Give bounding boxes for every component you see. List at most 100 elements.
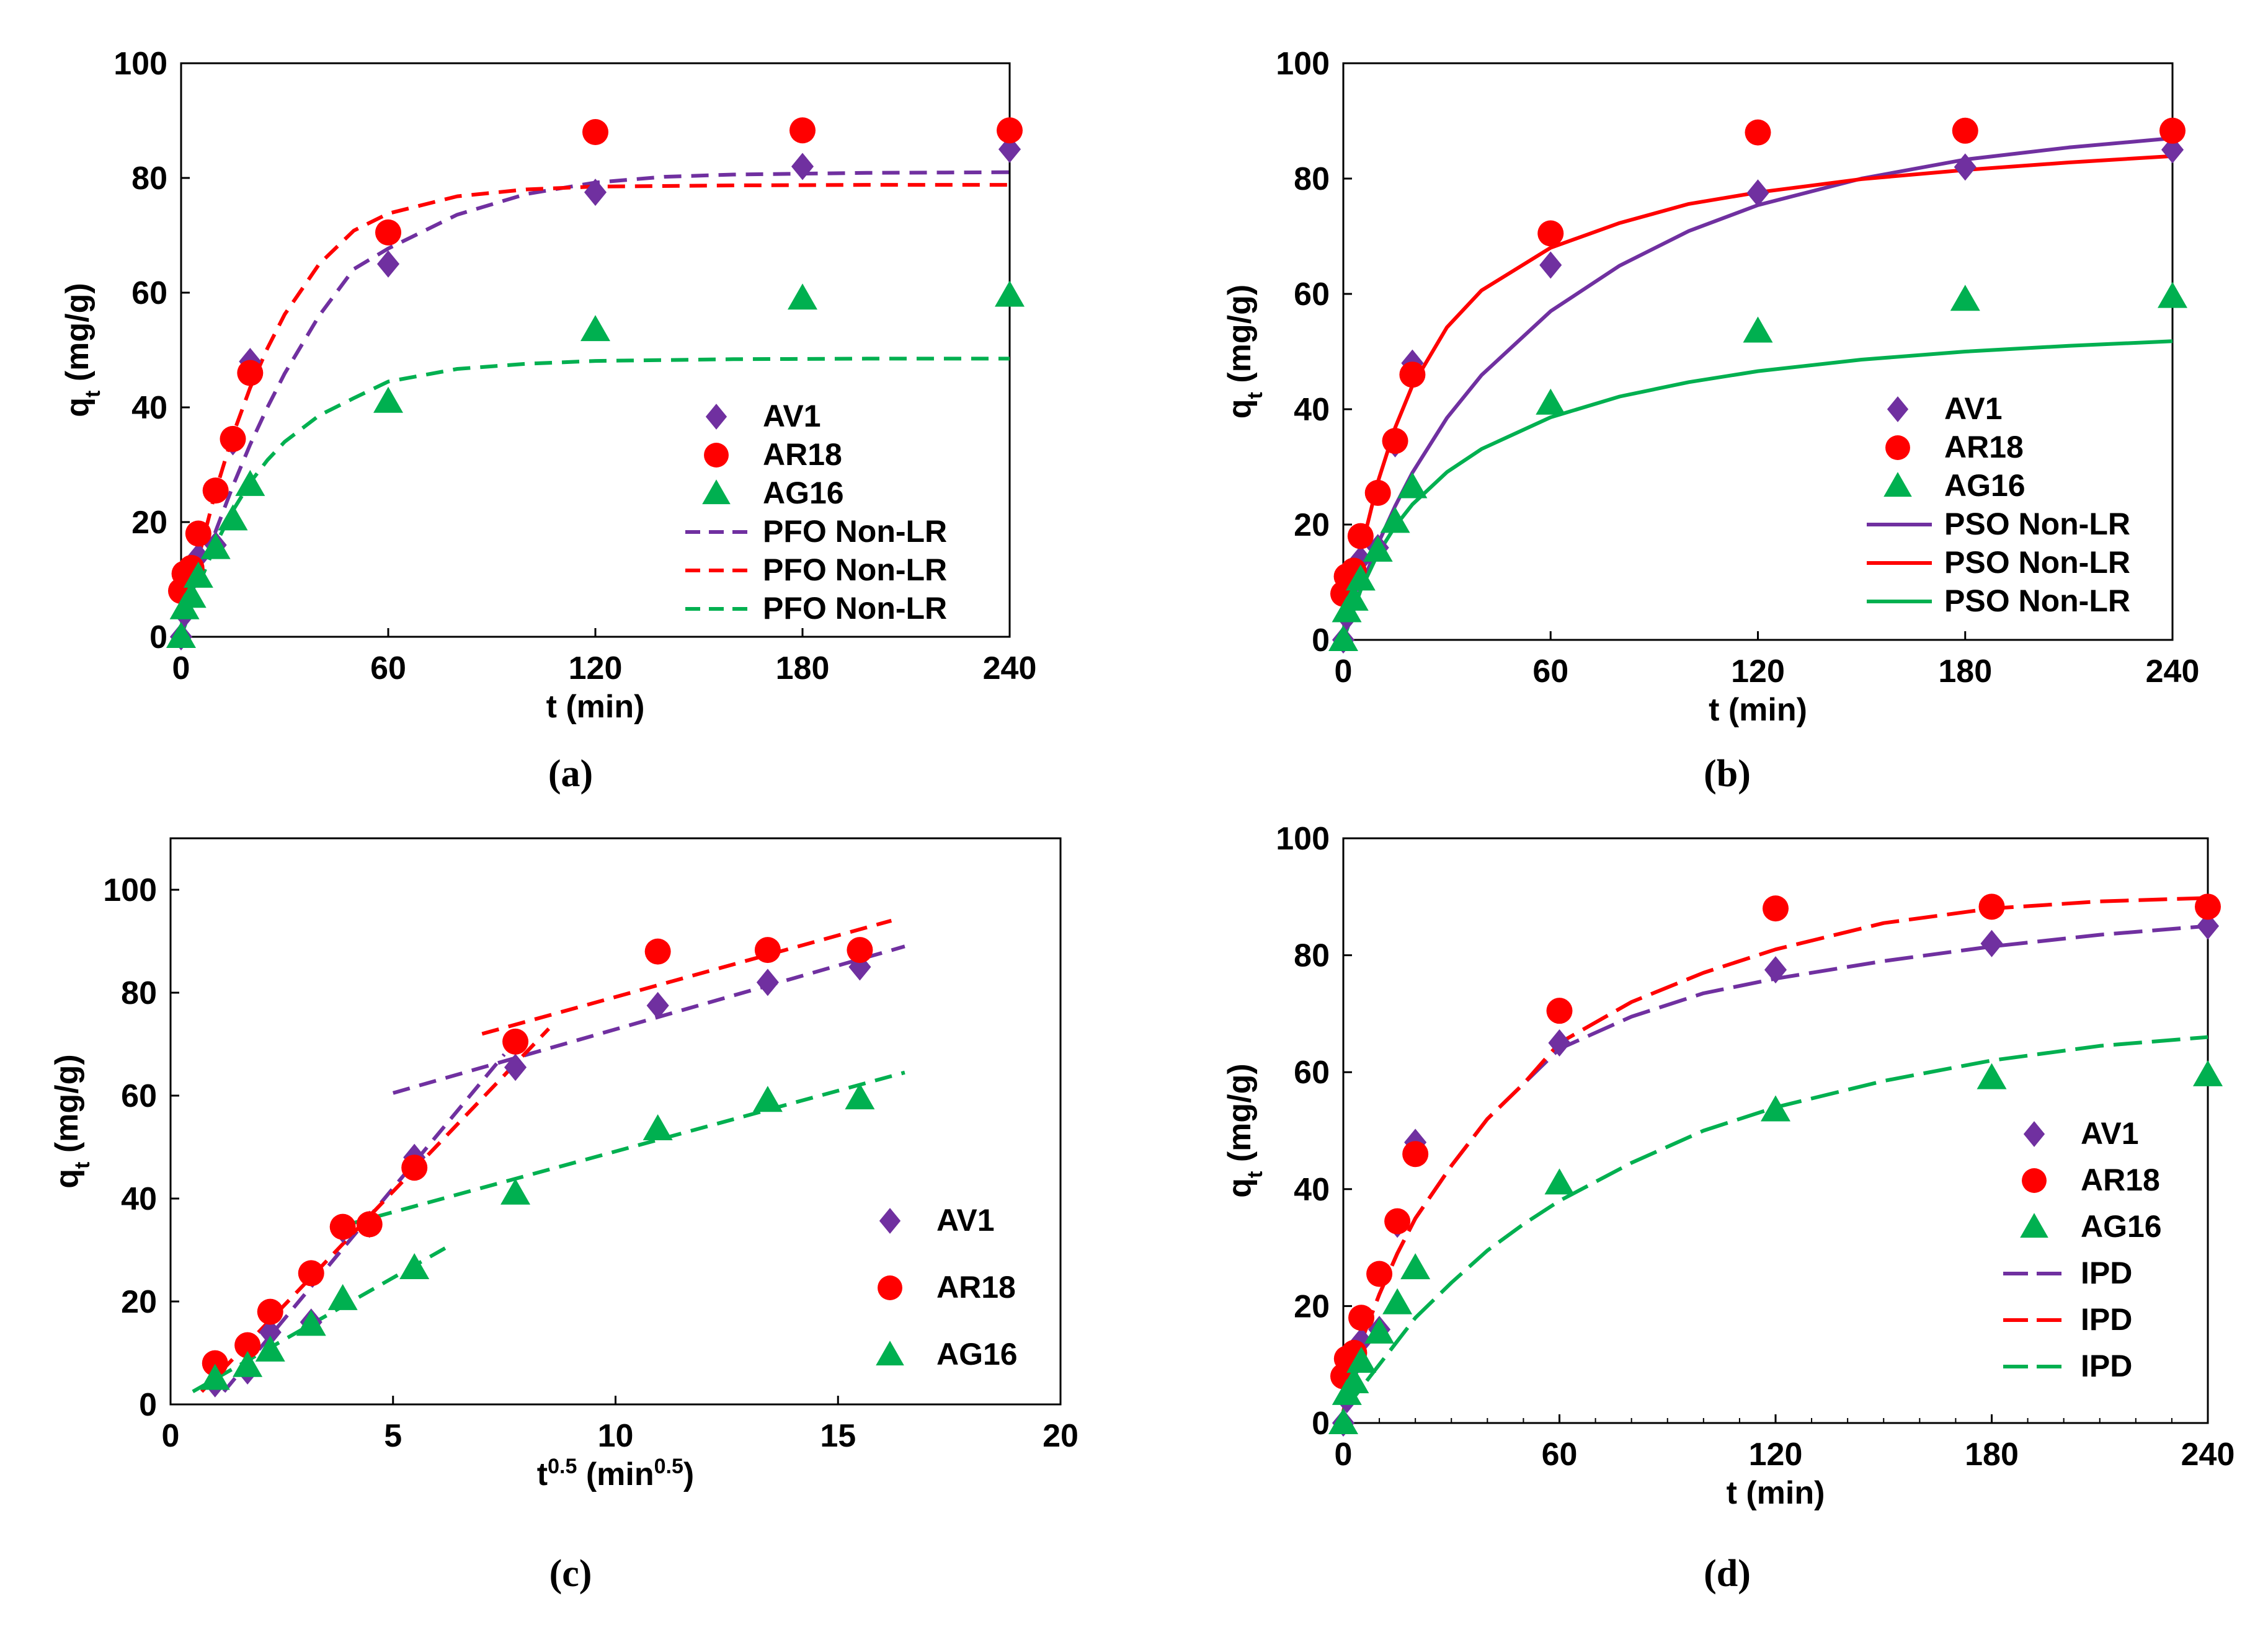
axis-label-part: q (1222, 1178, 1258, 1198)
data-point-av1 (1746, 179, 1769, 207)
legend-label: IPD (2081, 1256, 2132, 1290)
data-point-ar18 (185, 520, 211, 547)
chart-panel-b: 0 60 120 180 240 0 20 40 60 80 100 t (min) qt (mg/g)… (1222, 46, 2199, 795)
series-line-pfo-non-lr (179, 183, 1010, 637)
data-point-ag16 (1339, 1367, 1369, 1393)
data-point-ar18 (2195, 893, 2221, 920)
x-tick-label: 180 (1938, 654, 1992, 689)
data-point-ar18 (356, 1211, 383, 1238)
axis-label-part: (mg/g) (1222, 1063, 1258, 1171)
data-point-av1 (646, 991, 669, 1019)
y-tick-label: 0 (1312, 623, 1330, 658)
data-point-ag16 (327, 1283, 358, 1310)
data-point-ar18 (1537, 220, 1564, 247)
data-point-ar18 (1347, 523, 1374, 549)
data-point-ar18 (502, 1028, 529, 1055)
x-tick-label: 0 (172, 650, 190, 686)
x-tick-label: 180 (1965, 1437, 2019, 1473)
series-line-ar18-fit-1 (200, 1027, 551, 1393)
legend-label: AV1 (763, 399, 821, 433)
data-point-ar18 (997, 117, 1023, 144)
data-point-ag16 (1328, 625, 1358, 651)
data-point-ar18 (1382, 428, 1408, 454)
y-tick-label: 100 (103, 872, 157, 908)
legend-label: IPD (2081, 1349, 2132, 1383)
x-tick-label: 240 (2181, 1437, 2235, 1473)
data-point-ar18 (789, 117, 816, 144)
legend-symbol-ag16 (876, 1341, 904, 1366)
chart-panel-a: 0 60 120 180 240 0 20 40 60 80 100 t (min) qt (mg/g)… (60, 46, 1036, 795)
legend-symbol-av1 (1887, 396, 1909, 422)
x-tick-label: 0 (1335, 654, 1353, 689)
legend-symbol-ar18 (2022, 1168, 2047, 1193)
data-point-av1 (259, 1318, 282, 1346)
data-point-ar18 (1364, 479, 1391, 506)
data-point-ag16 (176, 582, 207, 608)
series-line-ipd (1341, 1035, 2208, 1412)
legend-label: AV1 (1944, 391, 2003, 426)
y-axis-label: qt (mg/g) (1222, 1063, 1267, 1197)
legend-symbol-ag16 (1883, 472, 1912, 497)
legend: AV1 AR18 AG16 IPD IPD IPD (2003, 1116, 2162, 1383)
axis-label-part: 0.5 (654, 1455, 683, 1478)
legend-symbol-ar18 (704, 443, 729, 468)
data-point-ar18 (1384, 1208, 1411, 1235)
legend-label: AV1 (2081, 1116, 2139, 1151)
data-point-ar18 (375, 219, 401, 246)
y-axis-label: qt (mg/g) (60, 283, 105, 417)
data-point-ar18 (401, 1155, 428, 1181)
data-point-av1 (376, 250, 400, 278)
data-point-ag16 (200, 1363, 230, 1390)
data-point-ag16 (373, 386, 403, 413)
data-point-ar18 (1952, 117, 1978, 144)
data-point-av1 (1764, 956, 1787, 984)
legend-symbol-av1 (879, 1208, 901, 1234)
data-point-ag16 (1397, 472, 1428, 499)
axis-label-part: t (min) (546, 689, 645, 725)
data-point-ar18 (582, 119, 608, 145)
plot-frame (1342, 837, 2209, 1424)
data-point-av1 (504, 1053, 527, 1081)
chart-panel-d: 0 60 120 180 240 0 20 40 60 80 100 t (min) qt (mg/g)… (1222, 821, 2235, 1595)
y-tick-label: 40 (121, 1181, 157, 1217)
x-axis-label: t (min) (1709, 692, 1807, 728)
data-point-ar18 (1402, 1141, 1429, 1168)
data-point-av1 (584, 179, 607, 206)
x-tick-label: 120 (1749, 1437, 1803, 1473)
data-point-ar18 (1348, 1305, 1375, 1331)
panel-label: (b) (1704, 753, 1751, 795)
y-tick-label: 20 (121, 1284, 157, 1320)
legend-label: PSO Non-LR (1944, 583, 2130, 618)
x-tick-label: 60 (1542, 1437, 1578, 1473)
axis-label-part: (mg/g) (60, 283, 96, 390)
legend-label: AR18 (2081, 1163, 2160, 1197)
legend-label: PFO Non-LR (763, 552, 947, 587)
data-point-av1 (998, 135, 1021, 163)
axis-label-part: t (min) (1709, 692, 1807, 728)
axis-label-part: (mg/g) (1222, 285, 1258, 392)
data-point-ag16 (2158, 282, 2187, 308)
y-tick-label: 0 (139, 1387, 157, 1423)
y-axis-label: qt (mg/g) (49, 1054, 94, 1188)
legend-label: AG16 (2081, 1209, 2162, 1244)
data-point-ar18 (847, 937, 873, 964)
panel-label: (d) (1704, 1553, 1751, 1595)
y-tick-label: 20 (1294, 507, 1330, 543)
series-line-ar18-fit-2 (481, 918, 892, 1036)
legend-label: AR18 (1944, 430, 2024, 464)
legend-label: PFO Non-LR (763, 591, 947, 626)
data-point-ag16 (1346, 1346, 1377, 1373)
y-tick-label: 60 (1294, 1055, 1330, 1091)
x-tick-label: 0 (162, 1418, 180, 1454)
data-point-ar18 (257, 1298, 283, 1325)
x-tick-label: 10 (598, 1418, 634, 1454)
data-point-ag16 (580, 315, 610, 342)
data-point-ar18 (1366, 1261, 1393, 1287)
x-tick-label: 60 (370, 650, 406, 686)
y-tick-label: 20 (1294, 1288, 1330, 1324)
series-line-pfo-non-lr (179, 170, 1010, 637)
axis-label-part: t (1243, 392, 1267, 399)
